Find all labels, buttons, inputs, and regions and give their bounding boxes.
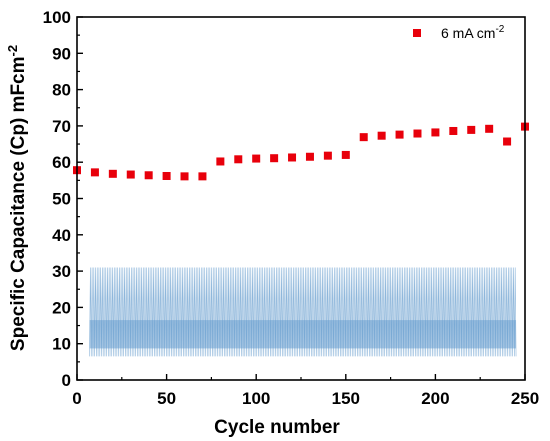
- data-point: [395, 130, 404, 139]
- legend-marker: [413, 29, 421, 37]
- y-axis-title-sup: -2: [5, 45, 20, 57]
- data-point: [377, 131, 386, 140]
- series-6mA: [73, 122, 529, 181]
- y-tick-label: 20: [52, 298, 71, 317]
- data-point: [413, 129, 422, 138]
- data-point: [323, 151, 332, 160]
- legend: 6 mA cm-2: [413, 24, 505, 41]
- data-point: [431, 128, 440, 137]
- data-point: [198, 172, 207, 181]
- gcd-trace: [89, 267, 517, 357]
- legend-label-main: 6 mA cm: [441, 25, 495, 41]
- y-axis-title-main: Specific Capacitance (Cp) mFcm: [8, 56, 29, 351]
- data-point: [359, 133, 368, 142]
- y-tick-label: 50: [52, 190, 71, 209]
- y-tick-label: 30: [52, 262, 71, 281]
- data-point: [162, 171, 171, 180]
- gcd-inset-traces: [89, 267, 517, 357]
- data-point: [126, 170, 135, 179]
- data-point: [234, 155, 243, 164]
- y-tick-label: 60: [52, 153, 71, 172]
- x-tick-label: 250: [511, 389, 539, 408]
- data-point: [144, 171, 153, 180]
- legend-label-sup: -2: [495, 24, 504, 35]
- y-tick-label: 100: [43, 8, 71, 27]
- axes: 0 10 20 30 40 50 60 70 80 90 100 0 50 100 150 200 250: [43, 8, 540, 408]
- x-axis-title: Cycle number: [214, 417, 340, 438]
- y-tick-label: 0: [62, 371, 71, 390]
- data-point: [485, 124, 494, 133]
- x-tick-label: 100: [242, 389, 270, 408]
- x-tick-label: 0: [72, 389, 81, 408]
- data-point: [341, 150, 350, 159]
- legend-label: 6 mA cm-2: [441, 24, 505, 41]
- data-point: [467, 125, 476, 134]
- x-tick-label: 50: [157, 389, 176, 408]
- data-point: [216, 157, 225, 166]
- data-point: [449, 126, 458, 135]
- y-axis-title: Specific Capacitance (Cp) mFcm-2: [5, 45, 29, 351]
- data-point: [252, 154, 261, 163]
- data-point: [180, 172, 189, 181]
- y-tick-label: 10: [52, 335, 71, 354]
- data-point: [270, 154, 279, 163]
- x-tick-label: 200: [421, 389, 449, 408]
- x-tick-label: 150: [332, 389, 360, 408]
- data-point: [305, 152, 314, 161]
- y-tick-label: 70: [52, 117, 71, 136]
- y-tick-label: 90: [52, 44, 71, 63]
- data-point: [503, 137, 512, 146]
- data-point: [288, 153, 297, 162]
- y-tick-label: 80: [52, 81, 71, 100]
- data-point: [108, 169, 117, 178]
- y-tick-label: 40: [52, 226, 71, 245]
- data-point: [90, 168, 99, 177]
